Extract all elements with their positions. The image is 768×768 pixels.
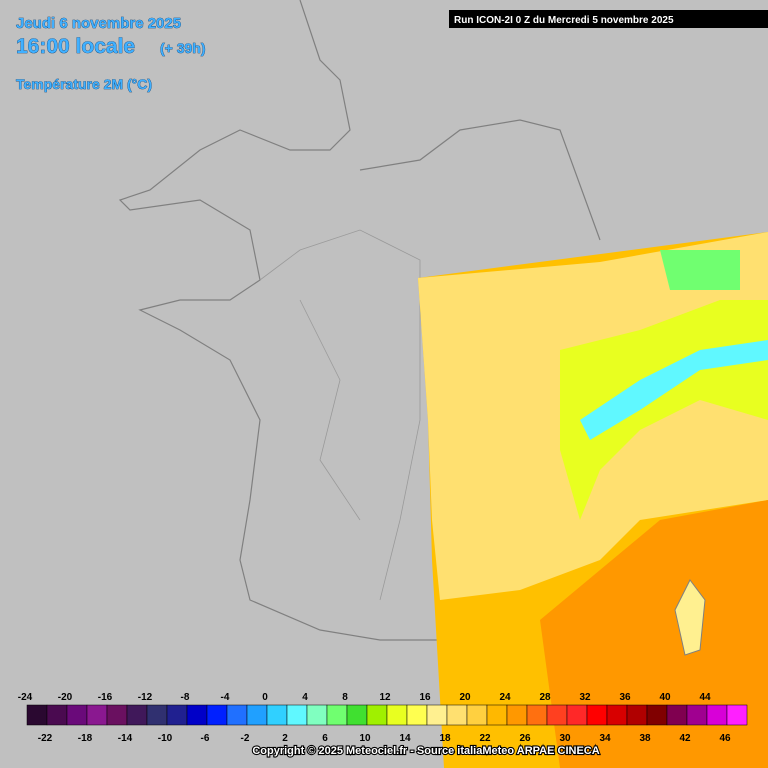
legend-label: 40	[659, 692, 671, 703]
legend-label: 18	[439, 733, 451, 744]
date: Jeudi 6 novembre 2025	[16, 15, 181, 32]
legend-swatch	[726, 704, 748, 726]
legend-swatch	[426, 704, 448, 726]
legend-swatch	[466, 704, 488, 726]
legend-label: 32	[579, 692, 591, 703]
legend-label: -10	[158, 733, 173, 744]
legend-label: 34	[599, 733, 611, 744]
border	[359, 119, 601, 241]
legend-label: -16	[98, 692, 113, 703]
legend-label: 44	[699, 692, 711, 703]
legend-label: 24	[499, 692, 511, 703]
legend-swatch	[526, 704, 548, 726]
legend-label: -18	[78, 733, 93, 744]
temp-zone	[660, 250, 740, 290]
legend-label: 16	[419, 692, 431, 703]
legend: -24-22-20-18-16-14-12-10-8-6-4-202468101…	[18, 692, 748, 744]
legend-swatch	[346, 704, 368, 726]
legend-swatch	[366, 704, 388, 726]
legend-label: 30	[559, 733, 571, 744]
legend-swatch	[506, 704, 528, 726]
legend-swatch	[66, 704, 88, 726]
regions	[259, 229, 421, 601]
legend-label: 38	[639, 733, 651, 744]
corsica	[674, 579, 706, 656]
legend-label: 28	[539, 692, 551, 703]
legend-swatch	[106, 704, 128, 726]
legend-label: 46	[719, 733, 731, 744]
legend-swatch	[386, 704, 408, 726]
temp-zone	[580, 340, 768, 440]
legend-swatch	[126, 704, 148, 726]
legend-swatch	[606, 704, 628, 726]
legend-label: 10	[359, 733, 371, 744]
legend-swatch	[626, 704, 648, 726]
legend-label: -2	[241, 733, 250, 744]
legend-swatch	[646, 704, 668, 726]
legend-swatch	[406, 704, 428, 726]
legend-label: 4	[302, 692, 308, 703]
legend-swatch	[146, 704, 168, 726]
legend-swatch	[566, 704, 588, 726]
legend-swatch	[306, 704, 328, 726]
run: Run ICON-2I 0 Z du Mercredi 5 novembre 2…	[454, 15, 674, 26]
legend-swatch	[666, 704, 688, 726]
legend-label: 14	[399, 733, 411, 744]
legend-label: 8	[342, 692, 348, 703]
legend-swatch	[686, 704, 708, 726]
legend-swatch	[46, 704, 68, 726]
legend-swatch	[326, 704, 348, 726]
legend-swatch	[206, 704, 228, 726]
legend-label: 26	[519, 733, 531, 744]
copyright: Copyright © 2025 Meteociel.fr - Source i…	[252, 745, 599, 757]
temp-zone	[540, 500, 768, 768]
legend-swatch	[226, 704, 248, 726]
legend-label: -20	[58, 692, 73, 703]
legend-label: 12	[379, 692, 391, 703]
run-box	[449, 10, 768, 28]
offset: (+ 39h)	[160, 40, 206, 56]
legend-label: -4	[221, 692, 230, 703]
legend-label: 6	[322, 733, 328, 744]
legend-label: -24	[18, 692, 33, 703]
legend-label: 20	[459, 692, 471, 703]
legend-swatch	[266, 704, 288, 726]
legend-swatch	[706, 704, 728, 726]
legend-label: -14	[118, 733, 133, 744]
legend-swatch	[286, 704, 308, 726]
legend-swatch	[546, 704, 568, 726]
legend-label: 22	[479, 733, 491, 744]
legend-label: -12	[138, 692, 153, 703]
legend-label: -6	[201, 733, 210, 744]
legend-label: 36	[619, 692, 631, 703]
legend-swatch	[246, 704, 268, 726]
legend-label: -8	[181, 692, 190, 703]
legend-swatch	[486, 704, 508, 726]
coastline	[118, 0, 440, 641]
legend-swatch	[26, 704, 48, 726]
legend-swatch	[586, 704, 608, 726]
legend-label: 0	[262, 692, 268, 703]
legend-swatch	[186, 704, 208, 726]
legend-swatch	[446, 704, 468, 726]
time: 16:00 locale	[16, 35, 135, 58]
legend-swatch	[166, 704, 188, 726]
legend-label: 42	[679, 733, 691, 744]
legend-label: 2	[282, 733, 288, 744]
variable: Température 2M (°C)	[16, 76, 152, 92]
legend-label: -22	[38, 733, 53, 744]
legend-swatch	[86, 704, 108, 726]
